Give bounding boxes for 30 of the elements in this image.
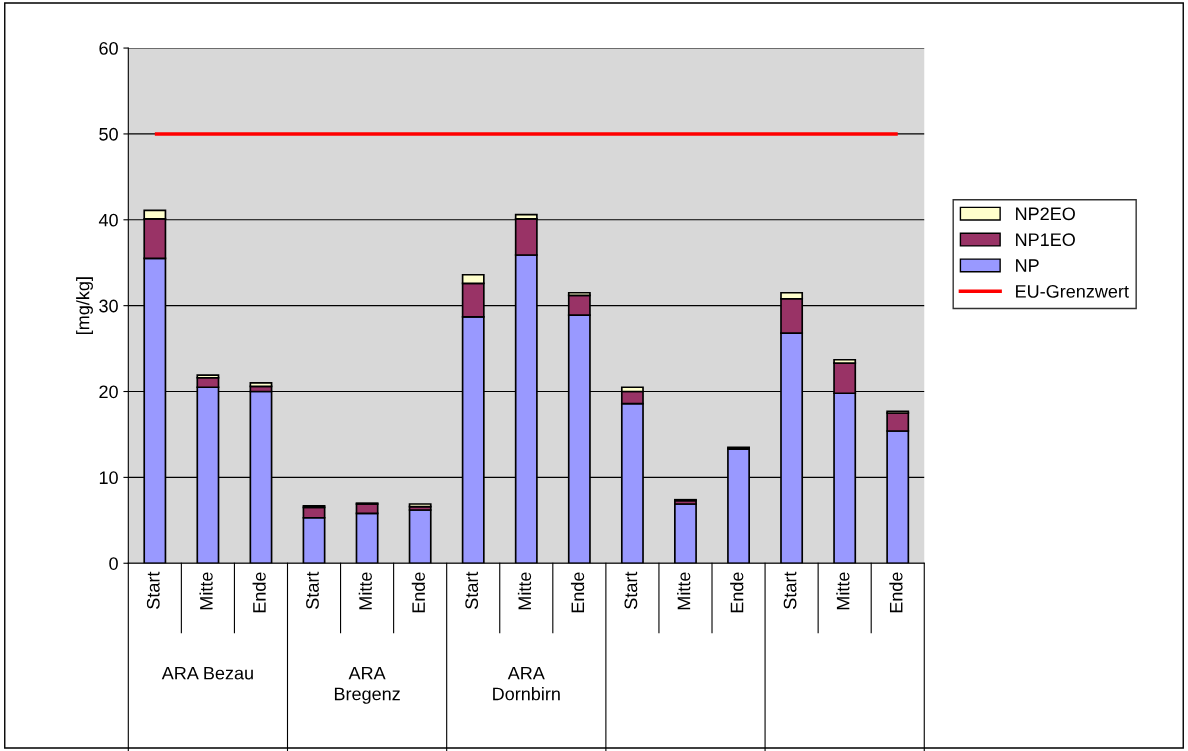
x-tick-label: Start bbox=[306, 571, 319, 609]
y-tick-label: 40 bbox=[98, 213, 118, 227]
x-tick-label: Start bbox=[624, 571, 638, 609]
x-tick-label: Ende bbox=[252, 572, 266, 613]
y-tick-label: 60 bbox=[99, 42, 118, 55]
x-tick-label: Start bbox=[146, 571, 160, 609]
x-tick-label: Mitte bbox=[358, 572, 372, 610]
legend-label: EU-Grenzwert bbox=[1016, 284, 1129, 298]
y-tick-label: 10 bbox=[99, 471, 118, 485]
y-tick-label: 30 bbox=[99, 299, 118, 313]
text: ARA Dornbirn bbox=[493, 666, 560, 701]
x-tick-label: Ende bbox=[570, 572, 585, 613]
x-tick-label: Mitte bbox=[677, 572, 691, 610]
x-tick-label: Ende bbox=[411, 572, 425, 613]
x-tick-label: Mitte bbox=[836, 572, 850, 610]
y-tick-label: 20 bbox=[99, 385, 118, 399]
x-tick-label: Mitte bbox=[517, 572, 532, 610]
x-tick-label: Start bbox=[465, 571, 479, 609]
legend-label: NP2EO bbox=[1016, 207, 1075, 221]
legend-label: NP bbox=[1016, 259, 1039, 272]
text: ARA Bregenz bbox=[334, 666, 400, 704]
x-tick-label: Ende bbox=[730, 572, 744, 613]
y-tick-label: 50 bbox=[99, 127, 118, 141]
y-tick-label: 0 bbox=[109, 557, 118, 570]
x-tick-label: Mitte bbox=[199, 572, 213, 610]
x-tick-label: Ende bbox=[889, 572, 903, 613]
x-tick-label: Start bbox=[783, 571, 797, 609]
text: ARA Bezau bbox=[161, 666, 253, 680]
y-axis-title: [mg/kg] bbox=[76, 277, 93, 334]
legend-label: NP1EO bbox=[1016, 233, 1075, 247]
